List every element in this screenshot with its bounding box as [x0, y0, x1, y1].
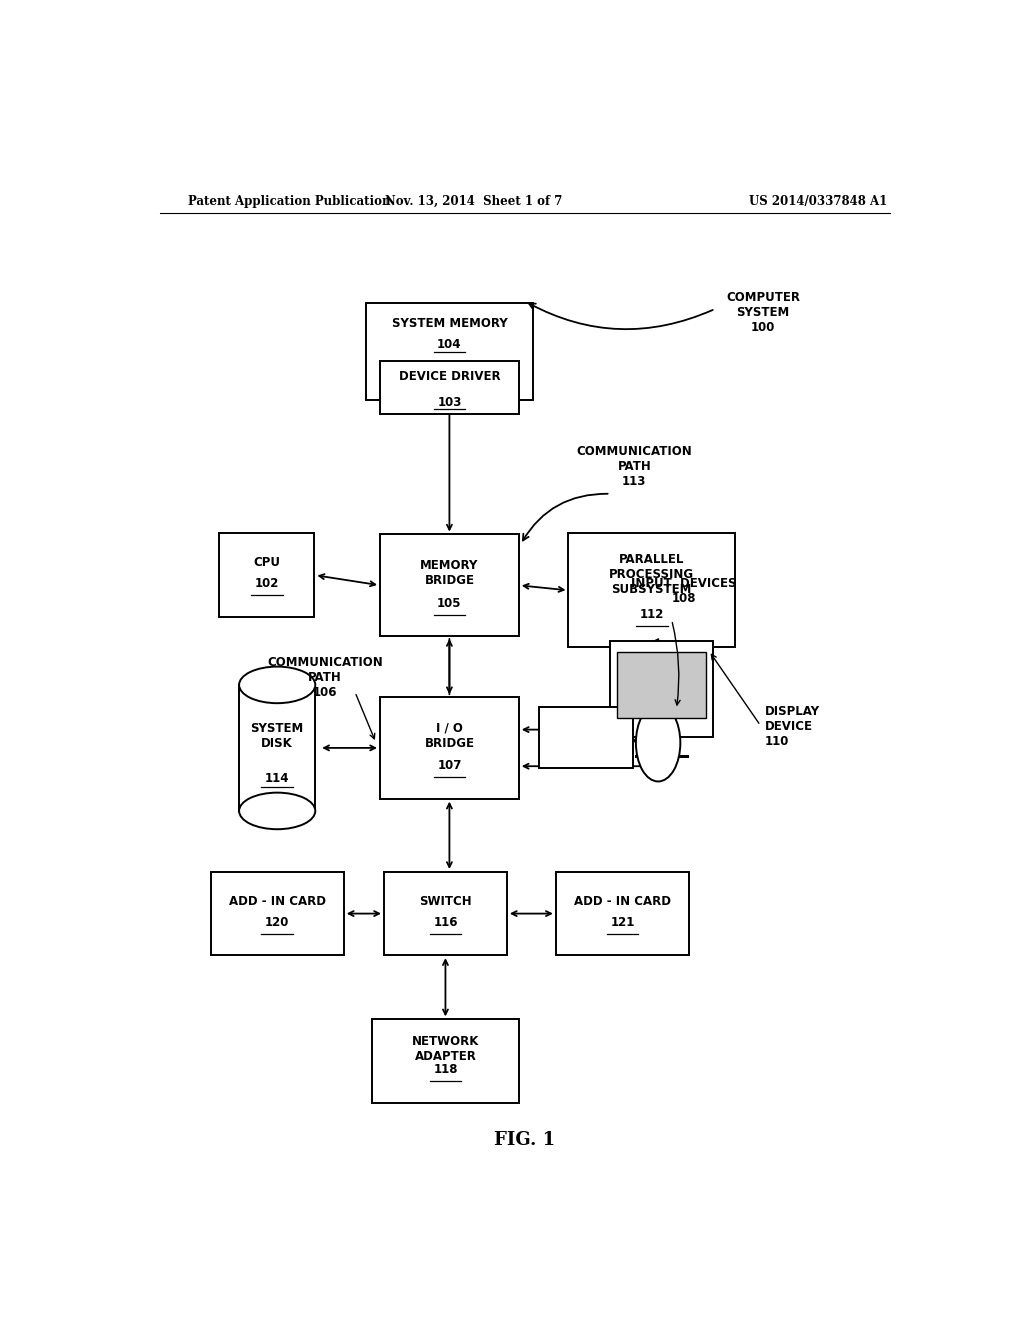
Text: 107: 107	[437, 759, 462, 772]
Text: Nov. 13, 2014  Sheet 1 of 7: Nov. 13, 2014 Sheet 1 of 7	[385, 194, 562, 207]
Bar	[609, 640, 713, 738]
Text: DISPLAY
DEVICE
110: DISPLAY DEVICE 110	[765, 705, 819, 748]
Text: 120: 120	[265, 916, 290, 929]
Bar	[211, 873, 344, 956]
Ellipse shape	[239, 667, 315, 704]
Bar	[380, 697, 519, 799]
Text: 118: 118	[433, 1063, 458, 1076]
Text: I / O
BRIDGE: I / O BRIDGE	[424, 722, 474, 750]
Bar	[568, 533, 735, 647]
FancyArrowPatch shape	[523, 494, 607, 540]
Bar	[380, 360, 519, 413]
FancyArrowPatch shape	[673, 623, 680, 705]
Bar	[539, 708, 633, 768]
Text: 103: 103	[437, 396, 462, 409]
Bar	[556, 873, 689, 956]
Bar	[367, 304, 532, 400]
Text: DEVICE DRIVER: DEVICE DRIVER	[398, 371, 500, 383]
Text: ADD - IN CARD: ADD - IN CARD	[573, 895, 671, 908]
Bar	[384, 873, 507, 956]
Text: SYSTEM
DISK: SYSTEM DISK	[251, 722, 304, 750]
Text: COMMUNICATION
PATH
106: COMMUNICATION PATH 106	[267, 656, 383, 700]
Text: 114: 114	[265, 772, 290, 785]
Text: 116: 116	[433, 916, 458, 929]
Text: 102: 102	[255, 577, 280, 590]
Text: US 2014/0337848 A1: US 2014/0337848 A1	[750, 194, 888, 207]
Text: 121: 121	[610, 916, 635, 929]
Text: 104: 104	[437, 338, 462, 351]
Ellipse shape	[239, 792, 315, 829]
Bar	[616, 652, 706, 718]
Bar	[380, 535, 519, 636]
Text: COMMUNICATION
PATH
113: COMMUNICATION PATH 113	[577, 445, 692, 488]
Bar	[219, 533, 314, 616]
Bar	[240, 685, 315, 810]
Text: COMPUTER
SYSTEM
100: COMPUTER SYSTEM 100	[726, 290, 800, 334]
Text: SWITCH: SWITCH	[419, 895, 472, 908]
Bar	[372, 1019, 519, 1102]
Text: 105: 105	[437, 597, 462, 610]
Text: FIG. 1: FIG. 1	[495, 1131, 555, 1150]
Text: SYSTEM MEMORY: SYSTEM MEMORY	[391, 318, 507, 330]
Text: CPU: CPU	[253, 557, 281, 569]
Text: Patent Application Publication: Patent Application Publication	[187, 194, 390, 207]
Text: PARALLEL
PROCESSING
SUBSYSTEM: PARALLEL PROCESSING SUBSYSTEM	[609, 553, 694, 595]
FancyArrowPatch shape	[529, 304, 713, 329]
Text: ADD - IN CARD: ADD - IN CARD	[228, 895, 326, 908]
Text: 112: 112	[640, 609, 664, 620]
Ellipse shape	[636, 704, 680, 781]
Text: NETWORK
ADAPTER: NETWORK ADAPTER	[412, 1035, 479, 1063]
Text: MEMORY
BRIDGE: MEMORY BRIDGE	[420, 560, 478, 587]
Text: INPUT  DEVICES
108: INPUT DEVICES 108	[631, 577, 736, 605]
